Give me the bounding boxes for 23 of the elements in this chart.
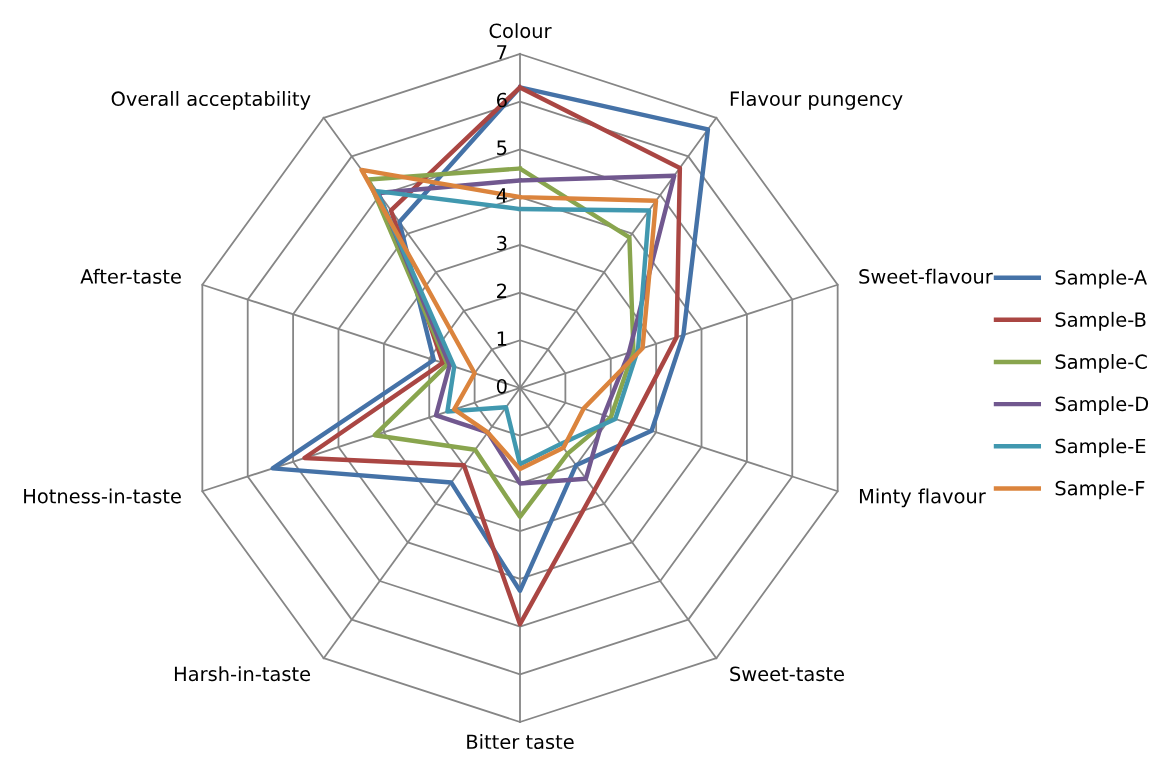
- spoke-label: Minty flavour: [859, 488, 986, 508]
- legend-label: Sample-C: [1055, 354, 1147, 373]
- spoke-label: Overall acceptability: [111, 91, 311, 110]
- spoke-label: Flavour pungency: [730, 91, 903, 110]
- legend-label: Sample-B: [1055, 311, 1146, 331]
- legend-label: Sample-F: [1055, 480, 1145, 500]
- spoke-label: Sweet-flavour: [859, 268, 993, 284]
- spoke-label: Bitter taste: [467, 734, 574, 750]
- y-tick-label: 4: [496, 188, 507, 203]
- spoke-label: Colour: [489, 23, 552, 39]
- spoke-label: Sweet-taste: [730, 666, 844, 682]
- legend-label: Sample-A: [1055, 269, 1147, 289]
- spoke-label: Hotness-in-taste: [24, 488, 181, 504]
- y-tick-label: 1: [497, 331, 507, 346]
- y-tick-label: 3: [497, 235, 507, 251]
- spoke-label: Harsh-in-taste: [174, 666, 311, 682]
- y-tick-label: 0: [496, 378, 507, 394]
- y-tick-label: 5: [497, 140, 507, 156]
- y-tick-label: 2: [497, 283, 507, 298]
- y-tick-label: 7: [497, 45, 507, 60]
- spoke-label: After-taste: [80, 268, 181, 284]
- legend-label: Sample-E: [1055, 438, 1146, 458]
- legend-label: Sample-D: [1055, 396, 1149, 415]
